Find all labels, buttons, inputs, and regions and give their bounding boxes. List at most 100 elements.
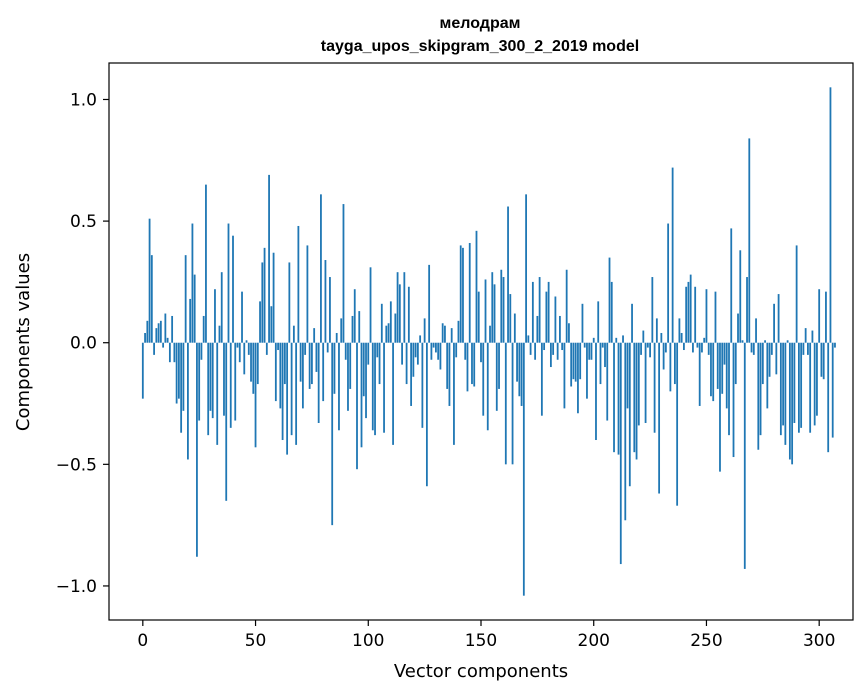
bar xyxy=(471,342,473,385)
y-axis-ticks: −1.0 −0.5 0.0 0.5 1.0 xyxy=(56,90,109,597)
bar xyxy=(153,342,155,355)
bar xyxy=(256,342,259,385)
bar xyxy=(755,318,757,343)
bar xyxy=(649,342,651,358)
bar xyxy=(768,342,771,377)
bar xyxy=(547,281,550,343)
bar xyxy=(500,269,503,343)
bar xyxy=(148,218,151,343)
bar xyxy=(466,342,469,392)
bar xyxy=(707,342,710,355)
bar xyxy=(529,342,532,355)
bar xyxy=(322,342,325,402)
bar xyxy=(646,342,649,348)
bar xyxy=(617,342,620,455)
bar xyxy=(340,318,343,343)
bar xyxy=(680,332,683,343)
bar xyxy=(653,342,656,433)
bar xyxy=(223,342,225,416)
bar xyxy=(342,204,345,343)
x-tick-label: 100 xyxy=(352,631,384,651)
bar xyxy=(347,342,349,411)
bar xyxy=(268,174,270,343)
bar xyxy=(559,315,561,343)
bar xyxy=(640,342,642,355)
bar xyxy=(419,335,422,343)
bar xyxy=(437,342,440,360)
bar xyxy=(543,342,546,351)
bar xyxy=(678,318,681,343)
bar xyxy=(353,289,356,343)
bar xyxy=(493,284,496,343)
bar xyxy=(200,342,203,360)
bar xyxy=(730,228,733,343)
chart-title: мелодрам xyxy=(440,15,521,32)
bar xyxy=(331,342,334,526)
bar xyxy=(588,342,591,360)
bar xyxy=(759,342,762,436)
bar xyxy=(522,342,525,596)
bar xyxy=(477,291,480,343)
bar xyxy=(367,342,370,365)
bar xyxy=(786,340,789,343)
bar xyxy=(265,342,268,355)
bar xyxy=(829,87,832,343)
bar xyxy=(673,342,676,385)
bar xyxy=(561,342,564,351)
bar xyxy=(748,138,751,343)
bar xyxy=(371,342,374,431)
plot-frame xyxy=(108,62,854,621)
x-tick-label: 300 xyxy=(803,631,835,651)
bar xyxy=(216,342,219,445)
bar xyxy=(694,286,697,343)
bar xyxy=(531,281,534,343)
bar xyxy=(480,342,482,363)
bar xyxy=(283,342,286,385)
bar xyxy=(712,342,715,402)
bar xyxy=(356,342,358,470)
bar xyxy=(421,342,424,428)
bar xyxy=(773,303,775,343)
bar xyxy=(157,323,160,343)
bar xyxy=(435,342,437,353)
bar xyxy=(764,340,766,343)
bar xyxy=(637,342,640,426)
bar xyxy=(254,342,257,448)
bar xyxy=(813,342,816,426)
y-tick-label: −1.0 xyxy=(56,577,97,597)
bar xyxy=(788,342,791,460)
bar xyxy=(358,311,361,343)
x-tick-label: 150 xyxy=(465,631,497,651)
bar xyxy=(281,342,284,441)
bar xyxy=(525,194,527,343)
bar xyxy=(549,342,552,368)
bar xyxy=(626,342,629,409)
bar xyxy=(198,342,201,421)
bar xyxy=(599,342,602,385)
bar xyxy=(392,342,394,445)
bar xyxy=(182,342,185,411)
bar xyxy=(193,274,196,343)
bar xyxy=(791,342,794,465)
y-tick-label: 0.0 xyxy=(70,334,97,354)
bar xyxy=(504,342,507,465)
bar xyxy=(425,342,428,487)
bar xyxy=(207,342,210,436)
bar xyxy=(822,342,825,380)
bar xyxy=(412,342,415,377)
bar xyxy=(800,342,803,428)
bar xyxy=(209,342,212,411)
bar xyxy=(191,223,194,343)
bar xyxy=(430,342,433,360)
bar xyxy=(613,342,615,453)
bar xyxy=(446,342,449,389)
bar xyxy=(475,230,478,343)
bar xyxy=(166,337,169,343)
bar xyxy=(159,320,162,343)
bar xyxy=(263,247,266,343)
bar xyxy=(741,340,744,343)
bar xyxy=(155,328,158,343)
bar xyxy=(344,342,347,360)
bar xyxy=(723,342,726,365)
bar xyxy=(728,342,730,436)
